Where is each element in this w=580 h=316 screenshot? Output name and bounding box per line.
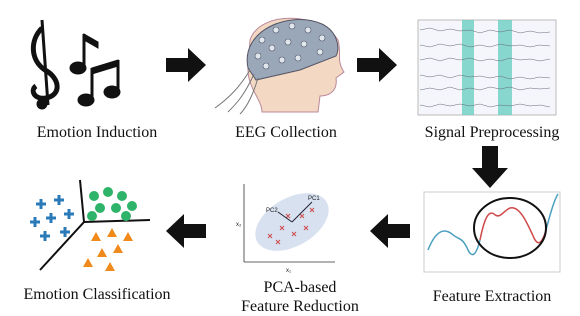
step-label: EEG Collection [235,124,337,141]
step-label: Emotion Classification [23,286,170,303]
step-label: PCA-based [264,279,337,296]
eeg-head-icon [215,18,344,114]
diagram: PC1 PC2 x₂ x₁ Emotion Induction EEG Coll… [0,0,580,316]
step-label: Signal Preprocessing [425,124,560,141]
x1-label: x₁ [286,268,291,274]
classification-icon [30,180,150,271]
pc2-label: PC2 [266,208,278,214]
music-icon [33,20,120,109]
step-label: Emotion Induction [37,124,157,141]
step-label: Feature Reduction [241,298,359,315]
pc1-label: PC1 [308,196,320,202]
pca-icon: PC1 PC2 x₂ x₁ [236,181,339,274]
signal-icon [418,20,556,115]
x2-label: x₂ [236,222,242,228]
feature-plot-icon [424,192,560,272]
step-label: Feature Extraction [433,288,552,305]
